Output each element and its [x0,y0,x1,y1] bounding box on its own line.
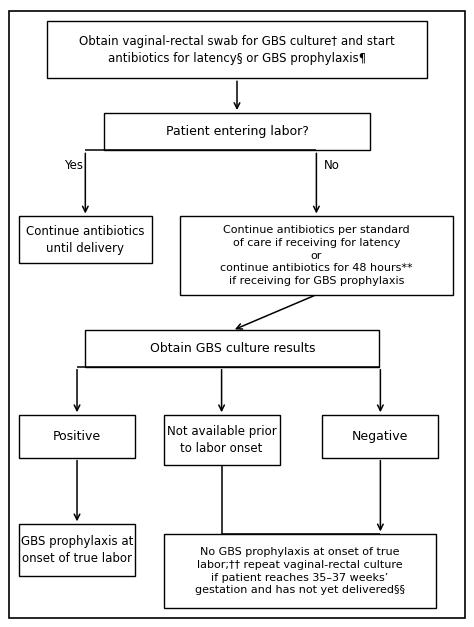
Bar [47,21,427,78]
Bar [104,113,370,150]
Bar [164,534,436,608]
Text: Yes: Yes [64,159,83,172]
Text: GBS prophylaxis at
onset of true labor: GBS prophylaxis at onset of true labor [21,535,133,565]
Text: Negative: Negative [352,430,409,443]
Text: No GBS prophylaxis at onset of true
labor;†† repeat vaginal-rectal culture
if pa: No GBS prophylaxis at onset of true labo… [195,547,405,596]
Bar [180,216,453,295]
Text: Not available prior
to labor onset: Not available prior to labor onset [167,425,276,455]
Bar [85,330,379,367]
Text: Positive: Positive [53,430,101,443]
Text: Obtain vaginal-rectal swab for GBS culture† and start
antibiotics for latency§ o: Obtain vaginal-rectal swab for GBS cultu… [79,34,395,65]
Text: Patient entering labor?: Patient entering labor? [165,125,309,138]
Bar [322,415,438,458]
Bar [19,524,135,576]
Bar [19,216,152,263]
Text: No: No [324,159,340,172]
Text: Continue antibiotics per standard
of care if receiving for latency
or
continue a: Continue antibiotics per standard of car… [220,225,413,286]
Bar [19,415,135,458]
Text: Continue antibiotics
until delivery: Continue antibiotics until delivery [26,225,145,255]
Text: Obtain GBS culture results: Obtain GBS culture results [149,342,315,355]
Bar [164,415,280,465]
